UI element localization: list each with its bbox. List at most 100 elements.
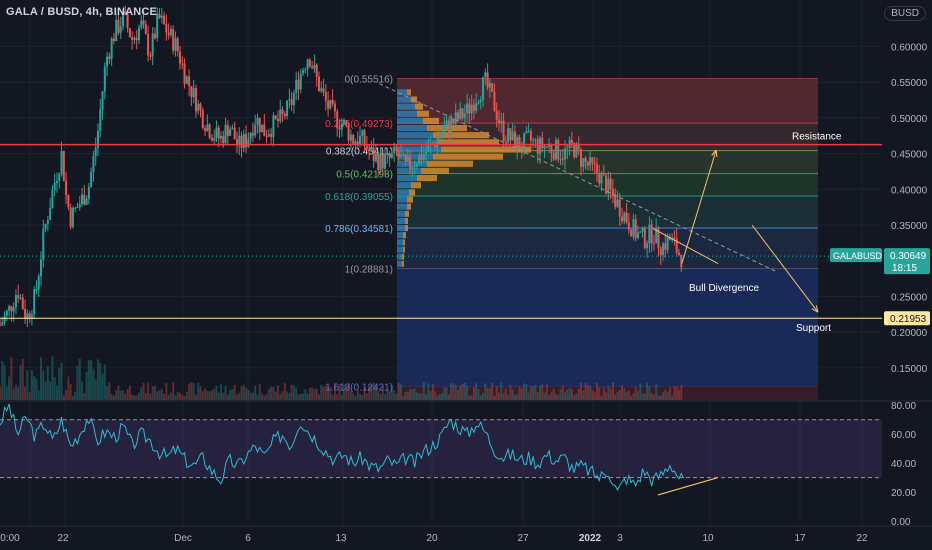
volume-bar — [361, 395, 364, 400]
volume-profile-bar — [397, 225, 405, 232]
rsi-axis-tick: 80.00 — [891, 401, 916, 412]
candle-body — [550, 145, 553, 154]
volume-bar — [452, 383, 455, 400]
volume-bar — [418, 393, 421, 400]
time-axis-label: 17 — [794, 533, 806, 544]
candle-body — [361, 130, 364, 136]
volume-bar — [500, 382, 503, 400]
candle-body — [3, 315, 6, 323]
volume-bar — [279, 393, 282, 400]
volume-bar — [436, 395, 439, 400]
candle-body — [374, 154, 377, 162]
volume-bar — [477, 388, 480, 400]
volume-bar — [144, 393, 147, 400]
volume-bar — [208, 391, 211, 400]
volume-profile-bar — [397, 89, 407, 96]
volume-bar — [315, 388, 318, 400]
candle-body — [124, 11, 127, 14]
candle-body — [570, 139, 573, 144]
candle-body — [302, 70, 305, 74]
candle-body — [242, 133, 245, 148]
volume-bar — [354, 395, 357, 400]
candle-body — [55, 180, 58, 184]
candle-body — [488, 83, 491, 88]
volume-bar — [65, 390, 68, 400]
candle-body — [135, 37, 138, 41]
currency-badge[interactable]: BUSD — [884, 6, 926, 21]
candle-body — [62, 151, 65, 181]
candle-body — [500, 120, 503, 124]
volume-bar — [240, 386, 243, 400]
candle-body — [238, 135, 241, 146]
volume-bar — [415, 392, 418, 400]
volume-bar — [317, 394, 320, 400]
candle-body — [142, 20, 145, 25]
candle-body — [477, 102, 480, 104]
candle-body — [450, 118, 453, 134]
candle-body — [639, 231, 642, 233]
volume-bar — [220, 383, 223, 400]
candle-body — [425, 151, 428, 154]
candle-body — [534, 139, 537, 141]
volume-bar — [338, 384, 341, 400]
volume-bar — [283, 383, 286, 400]
volume-bar — [484, 383, 487, 400]
volume-profile-bar — [397, 146, 441, 153]
candle-body — [422, 153, 425, 160]
volume-bar — [174, 395, 177, 400]
volume-bar — [641, 393, 644, 400]
candle-body — [274, 115, 277, 119]
volume-profile-bar — [403, 239, 405, 246]
volume-bar — [363, 387, 366, 400]
volume-bar — [247, 389, 250, 400]
candle-body — [308, 59, 311, 67]
volume-bar — [160, 388, 163, 400]
candle-body — [197, 103, 200, 112]
candle-body — [502, 120, 505, 142]
candle-body — [292, 92, 295, 105]
candle-body — [117, 19, 120, 33]
volume-bar — [607, 385, 610, 400]
volume-bar — [557, 395, 560, 400]
candle-body — [614, 195, 617, 207]
volume-bar — [422, 382, 425, 400]
candle-body — [616, 199, 619, 207]
volume-bar — [197, 382, 200, 400]
volume-bar — [420, 393, 423, 400]
candle-body — [21, 297, 24, 310]
volume-bar — [541, 384, 544, 400]
volume-bar — [140, 387, 143, 400]
candle-body — [577, 143, 580, 150]
volume-bar — [5, 386, 8, 400]
volume-bar — [573, 395, 576, 400]
candle-body — [381, 152, 384, 169]
candle-body — [356, 141, 359, 146]
volume-bar — [443, 387, 446, 400]
candle-body — [158, 14, 161, 18]
volume-bar — [434, 391, 437, 400]
volume-profile-bar — [397, 246, 403, 253]
volume-profile-bar — [397, 125, 427, 132]
volume-profile-bar — [417, 110, 429, 117]
volume-bar — [548, 395, 551, 400]
candle-body — [60, 151, 63, 174]
volume-bar — [470, 394, 473, 400]
candle-body — [126, 13, 129, 29]
volume-bar — [26, 369, 29, 400]
volume-bar — [379, 393, 382, 400]
candle-body — [418, 154, 421, 165]
candle-body — [582, 158, 585, 167]
candle-body — [598, 173, 601, 184]
candle-body — [646, 243, 649, 248]
candle-body — [229, 129, 232, 136]
volume-bar — [58, 368, 61, 400]
support-label: Support — [796, 323, 831, 334]
fib-zone-bottom — [397, 386, 818, 400]
volume-bar — [680, 384, 683, 400]
candle-body — [484, 72, 487, 78]
candle-body — [593, 162, 596, 165]
volume-bar — [623, 387, 626, 400]
candle-body — [634, 219, 637, 239]
volume-bar — [235, 394, 238, 400]
